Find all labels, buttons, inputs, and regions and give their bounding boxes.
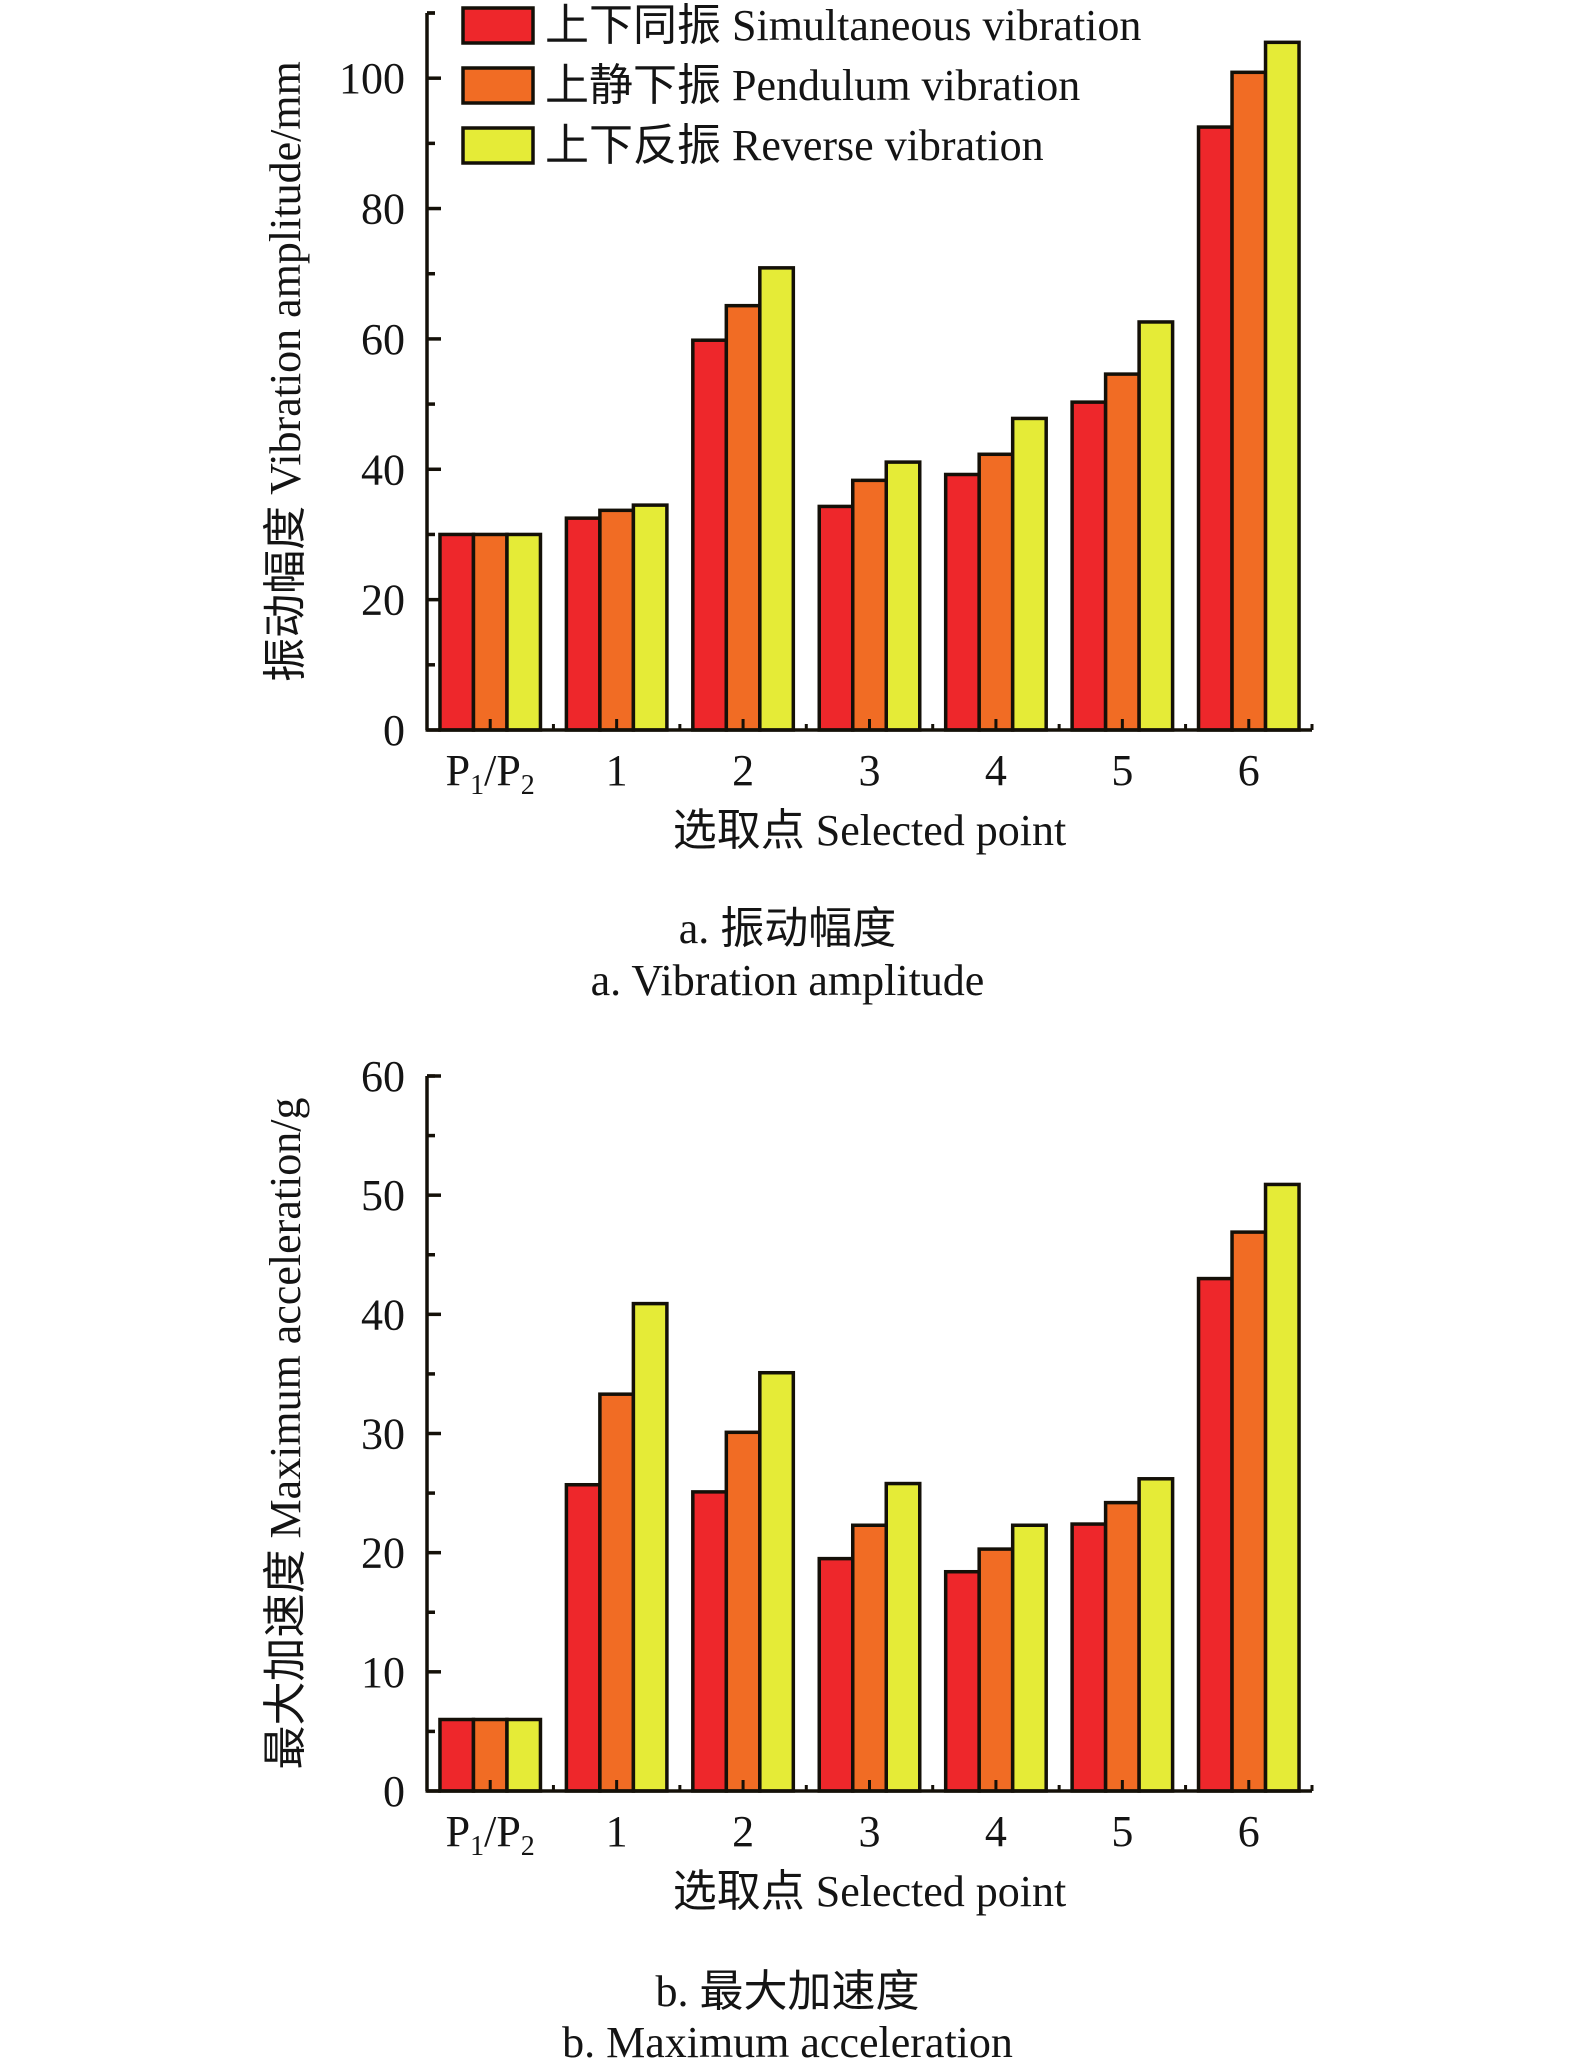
bar-b-0-0 (438, 1717, 476, 1793)
legend-swatch-0 (461, 6, 535, 45)
y-tick-label: 0 (383, 1767, 405, 1816)
bar-a-0-6 (1196, 125, 1234, 732)
bar-a-1-3 (851, 478, 888, 732)
bar-a-1-2 (724, 303, 762, 732)
bar-a-1-0 (471, 532, 509, 732)
bar-b-1-6 (1230, 1230, 1268, 1793)
bar-a-0-2 (691, 338, 729, 732)
x-axis-title: 选取点 Selected point (673, 806, 1067, 855)
bar-b-2-6 (1263, 1182, 1301, 1793)
caption-a-chinese: a. 振动幅度 (678, 904, 897, 953)
caption-b-english: b. Maximum acceleration (562, 2018, 1013, 2067)
x-tick-label: 2 (732, 746, 754, 795)
x-tick-label: 6 (1238, 1807, 1260, 1856)
bar-a-0-3 (817, 504, 855, 732)
x-tick-label: 1 (606, 1807, 628, 1856)
chart-maximum-acceleration: 0 10 20 30 40 50 60 P1/P2 1 2 3 4 5 6 选取点 Selected poi… (261, 1052, 1314, 1916)
bar-a-2-4 (1010, 416, 1048, 732)
bar-a-2-3 (884, 460, 922, 732)
bar-b-1-4 (977, 1547, 1015, 1793)
x-tick-label: 3 (859, 746, 881, 795)
legend-label-1: 上静下振 Pendulum vibration (545, 61, 1080, 110)
bar-b-1-3 (851, 1523, 888, 1793)
bar-a-1-6 (1230, 70, 1268, 732)
y-tick-label: 60 (361, 1052, 405, 1101)
bar-b-2-5 (1137, 1477, 1175, 1793)
bar-b-0-4 (943, 1569, 981, 1793)
bar-a-2-1 (631, 503, 669, 732)
bar-a-2-6 (1263, 40, 1301, 732)
y-tick-label: 30 (361, 1410, 405, 1459)
bar-a-2-2 (758, 266, 796, 732)
legend-label-2: 上下反振 Reverse vibration (545, 121, 1044, 170)
x-tick-label: P1/P2 (446, 1807, 535, 1862)
x-tick-label: 1 (606, 746, 628, 795)
legend-label-0: 上下同振 Simultaneous vibration (545, 1, 1141, 50)
bar-a-0-0 (438, 532, 476, 732)
y-tick-label: 40 (361, 1290, 405, 1339)
y-axis-title: 振动幅度 Vibration amplitude/mm (261, 61, 310, 682)
bar-a-0-4 (943, 472, 981, 732)
chart-vibration-amplitude: 0 20 40 60 80 100 P1/P2 1 2 3 4 5 6 选取点 Selected poin… (261, 1, 1314, 855)
y-tick-label: 60 (361, 315, 405, 364)
y-tick-label: 20 (361, 576, 405, 625)
caption-b-chinese: b. 最大加速度 (655, 1967, 920, 2016)
bar-a-0-1 (564, 516, 602, 732)
bar-b-1-5 (1103, 1500, 1141, 1793)
y-tick-label: 20 (361, 1529, 405, 1578)
x-tick-label: 4 (985, 1807, 1007, 1856)
x-tick-label: 4 (985, 746, 1007, 795)
bar-a-2-5 (1137, 320, 1175, 732)
y-tick-label: 40 (361, 445, 405, 494)
bar-b-2-0 (505, 1717, 543, 1793)
legend-swatch-2 (461, 126, 535, 165)
bar-b-2-3 (884, 1481, 922, 1793)
bar-b-2-4 (1010, 1523, 1048, 1793)
y-axis-title: 最大加速度 Maximum acceleration/g (261, 1097, 310, 1769)
x-axis-title: 选取点 Selected point (673, 1867, 1067, 1916)
bar-a-1-1 (598, 508, 636, 732)
bar-b-0-5 (1070, 1522, 1108, 1793)
y-tick-label: 50 (361, 1171, 405, 1220)
y-tick-label: 80 (361, 185, 405, 234)
y-tick-label: 100 (339, 54, 405, 103)
y-tick-label: 0 (383, 706, 405, 755)
bar-b-0-3 (817, 1556, 855, 1793)
x-tick-label: 3 (859, 1807, 881, 1856)
x-tick-label: 2 (732, 1807, 754, 1856)
bar-b-0-6 (1196, 1276, 1234, 1793)
bar-a-0-5 (1070, 400, 1108, 732)
y-tick-label: 10 (361, 1648, 405, 1697)
caption-a-english: a. Vibration amplitude (590, 956, 985, 1005)
bar-a-2-0 (505, 532, 543, 732)
x-tick-label: P1/P2 (446, 746, 535, 801)
bar-a-1-5 (1103, 372, 1141, 732)
bar-b-2-2 (758, 1370, 796, 1793)
bar-b-1-1 (598, 1392, 636, 1793)
bar-b-1-2 (724, 1430, 762, 1793)
x-tick-label: 5 (1111, 746, 1133, 795)
x-tick-label: 5 (1111, 1807, 1133, 1856)
bar-b-2-1 (631, 1301, 669, 1793)
x-tick-label: 6 (1238, 746, 1260, 795)
bar-b-0-2 (691, 1490, 729, 1793)
bar-b-0-1 (564, 1482, 602, 1793)
bar-a-1-4 (977, 452, 1015, 732)
legend-swatch-1 (461, 66, 535, 105)
